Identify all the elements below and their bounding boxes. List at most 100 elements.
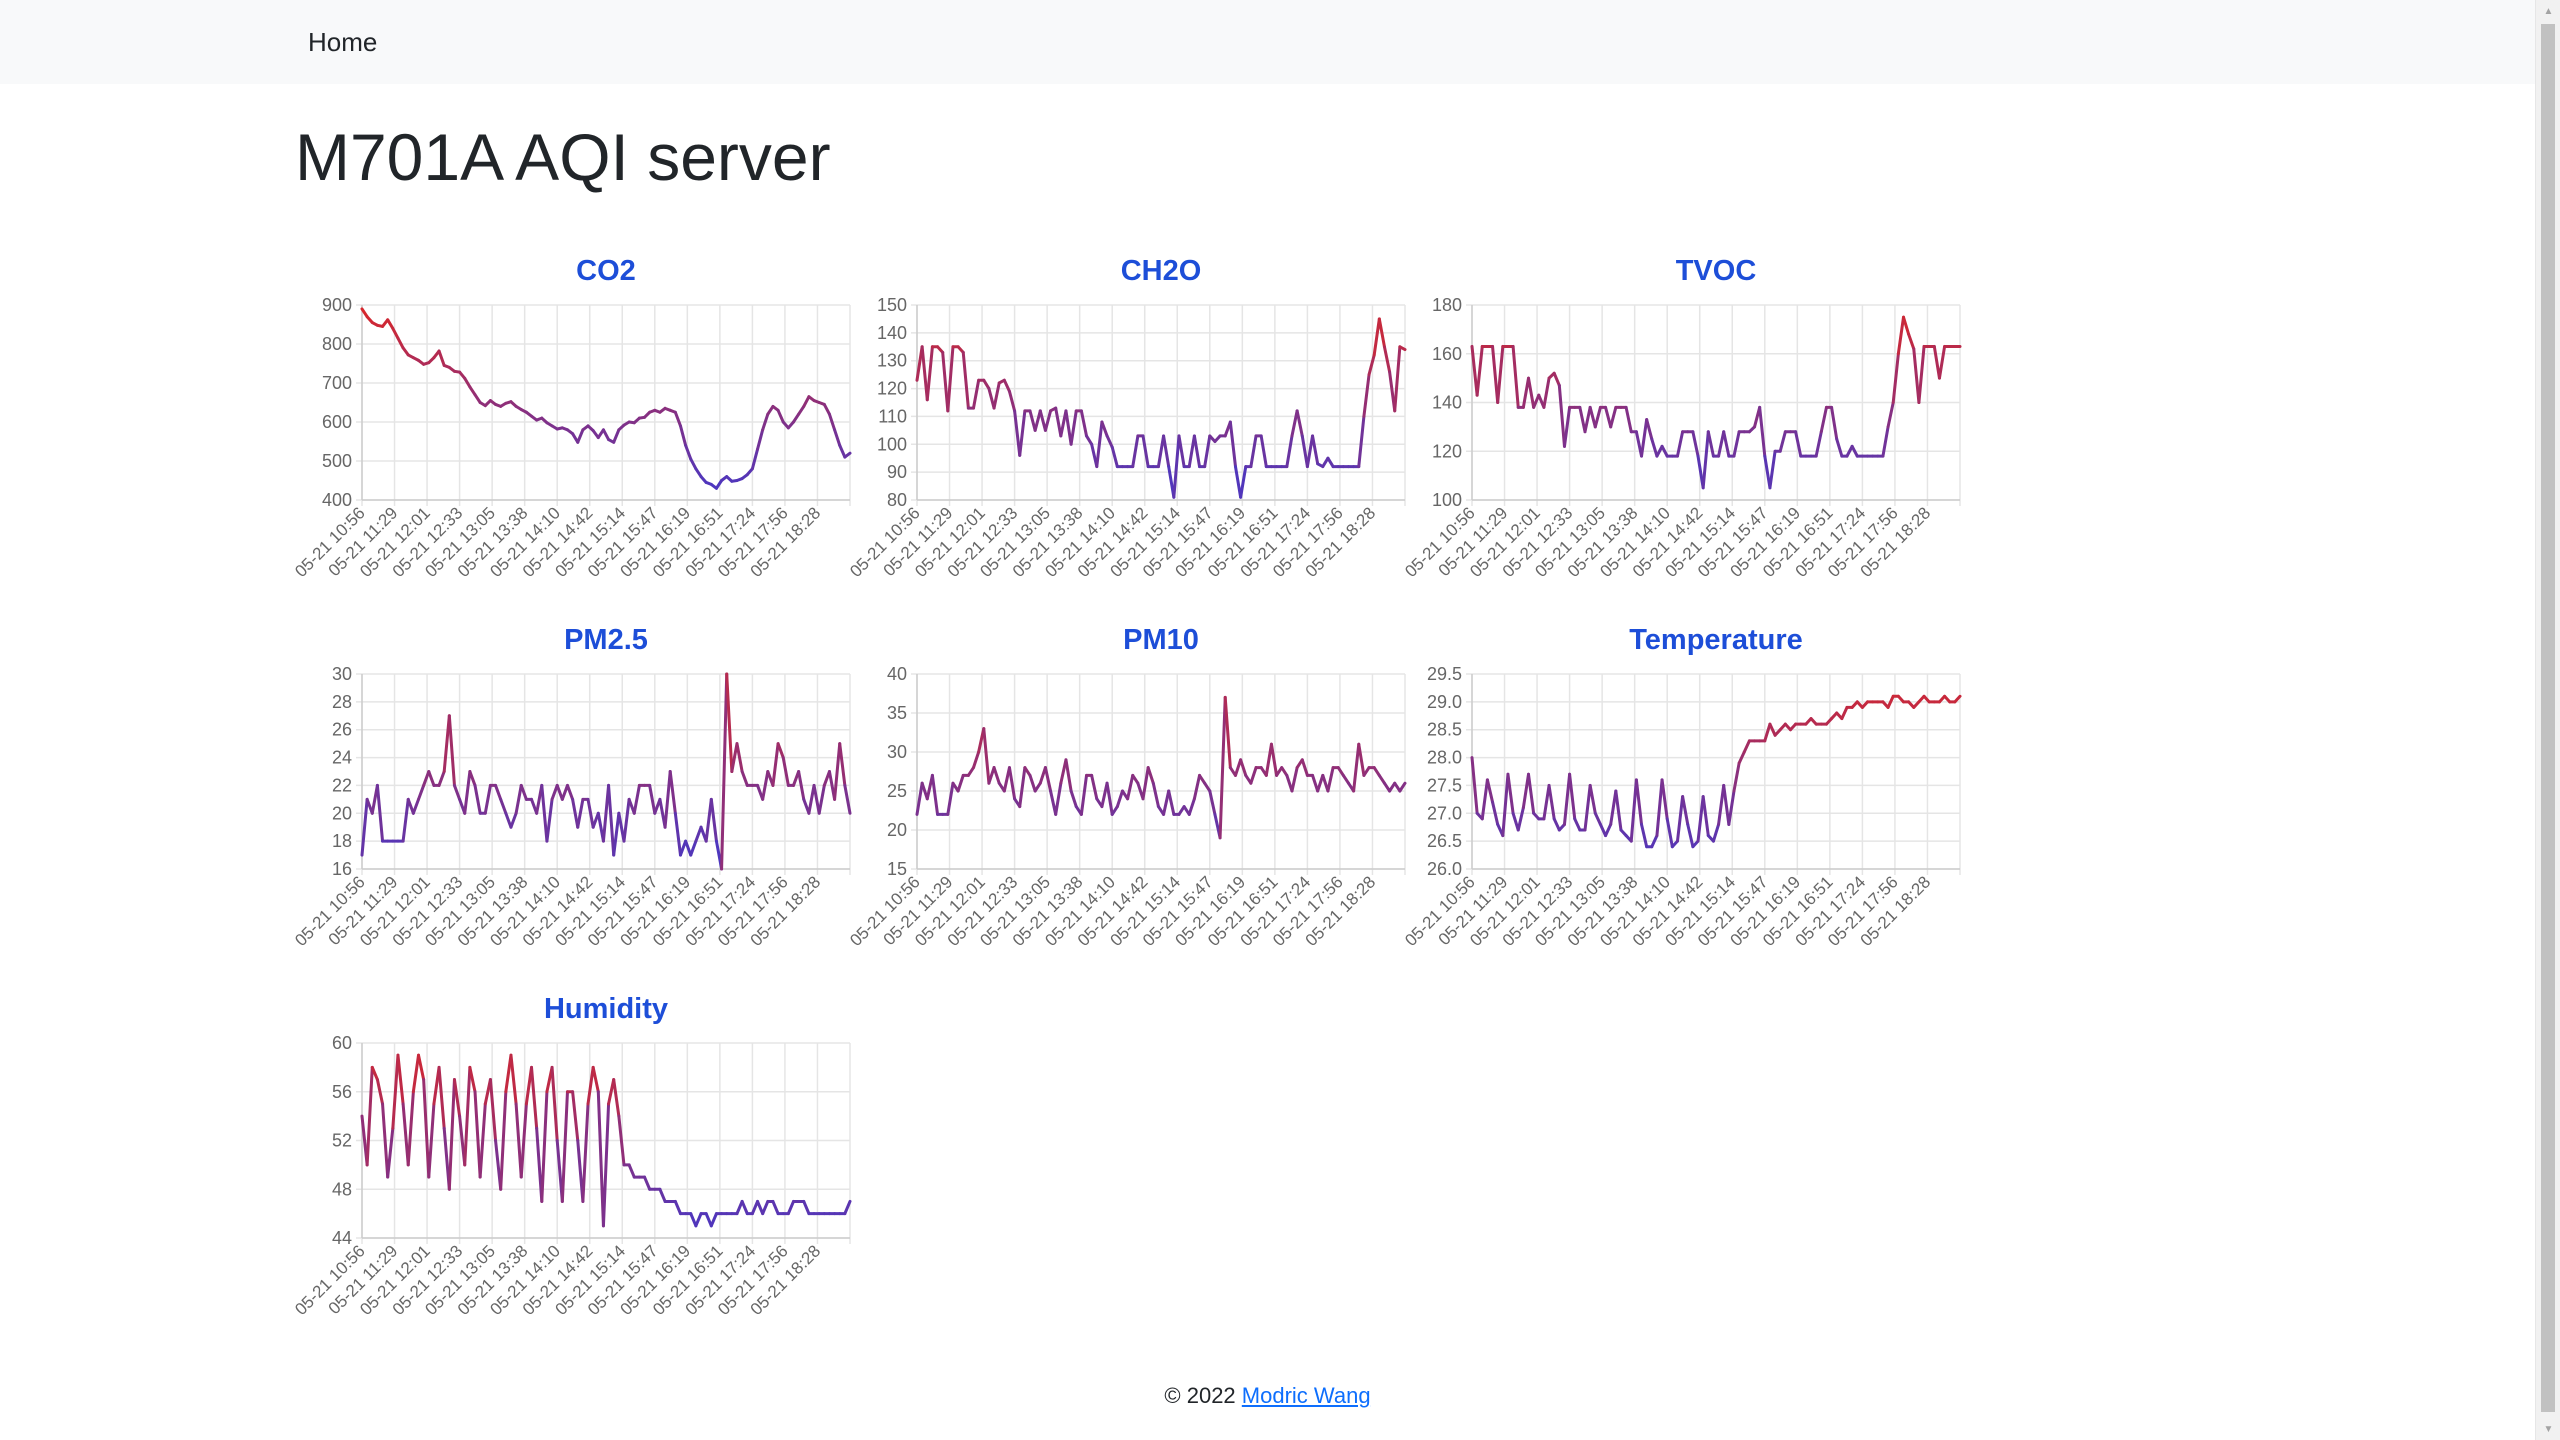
series-segment [1131,434,1140,469]
series-segment [1640,822,1649,849]
series-segment [1043,409,1053,432]
series-segment [1151,781,1160,809]
y-tick-label: 800 [322,334,352,354]
series-segment [509,1053,518,1106]
series-segment [1917,344,1926,404]
series-segment [678,424,688,447]
series-segment [694,825,703,843]
series-segment [386,318,395,330]
series-segment [1064,758,1073,793]
series-segment [761,770,770,801]
series-segment [709,797,718,843]
series-segment [452,1078,462,1118]
series-segment [684,839,693,857]
series-segment [982,378,991,391]
series-segment [714,479,724,490]
series-segment [1491,344,1500,404]
series-segment [1819,405,1828,434]
series-segment [1377,317,1386,349]
series-segment [365,1065,374,1167]
series-segment [1141,434,1150,469]
series-segment [1850,444,1859,458]
series-segment [756,428,765,451]
series-segment [1357,742,1366,777]
scroll-up-arrow-icon[interactable]: ▲ [2543,5,2554,17]
series-segment [1650,834,1659,849]
series-segment [689,839,698,857]
series-segment [1290,409,1299,438]
series-segment [586,1065,595,1106]
series-segment [1326,766,1335,793]
series-line [360,307,852,490]
series-segment [1018,409,1027,457]
series-segment [1326,456,1335,469]
series-segment [375,1078,385,1106]
series-segment [797,404,806,416]
series-segment [1475,344,1484,397]
series-segment [1007,766,1017,801]
series-segment [730,742,739,773]
series-segment [1835,437,1844,458]
series-line [915,695,1407,840]
y-tick-label: 30 [332,664,352,684]
series-segment [817,783,826,815]
series-segment [1660,444,1669,458]
series-segment [689,1212,698,1228]
series-segment [411,1053,421,1094]
series-segment [1187,797,1196,816]
series-segment [386,1126,395,1179]
y-tick-label: 27.0 [1427,803,1462,823]
series-segment [571,1090,580,1142]
series-segment [1675,430,1685,458]
series-segment [406,1090,415,1167]
page-scrollbar[interactable]: ▲ ▼ [2535,0,2560,1440]
y-tick-label: 600 [322,412,352,432]
y-tick-label: 60 [332,1033,352,1053]
series-segment [1100,420,1109,438]
y-tick-label: 29.5 [1427,664,1462,684]
series-segment [1891,352,1900,404]
series-segment [1732,761,1741,793]
series-segment [612,428,621,444]
series-segment [437,349,446,367]
footer-author-link[interactable]: Modric Wang [1241,1383,1371,1408]
series-segment [540,1090,549,1203]
series-segment [643,1175,652,1191]
series-segment [704,797,713,843]
series-segment [571,797,580,829]
series-segment [396,1053,405,1106]
series-segment [1732,430,1741,458]
series-segment [704,1212,713,1228]
y-tick-label: 130 [877,351,907,371]
series-segment [1372,317,1381,357]
series-segment [1357,414,1366,469]
scroll-thumb[interactable] [2541,24,2555,1412]
series-segment [370,1065,379,1082]
series-segment [735,1199,744,1216]
series-segment [776,742,785,760]
series-segment [375,783,385,843]
series-segment [427,770,436,787]
chart-title: Temperature [1629,624,1803,656]
series-segment [1763,722,1772,743]
series-segment [1115,789,1124,809]
series-segment [1840,705,1849,721]
series-segment [1588,783,1597,815]
series-segment [1069,409,1078,446]
series-segment [1717,430,1726,458]
series-segment [463,1065,472,1167]
y-tick-label: 40 [887,664,907,684]
series-segment [1896,315,1905,356]
series-segment [612,811,621,857]
series-segment [1285,434,1294,469]
series-segment [750,447,760,471]
series-segment [1470,756,1479,815]
scroll-down-arrow-icon[interactable]: ▼ [2543,1423,2554,1435]
series-segment [1362,373,1371,418]
nav-home-link[interactable]: Home [308,27,378,57]
series-segment [1953,694,1962,704]
series-segment [1660,778,1669,821]
y-tick-label: 80 [887,490,907,510]
series-segment [720,672,729,871]
